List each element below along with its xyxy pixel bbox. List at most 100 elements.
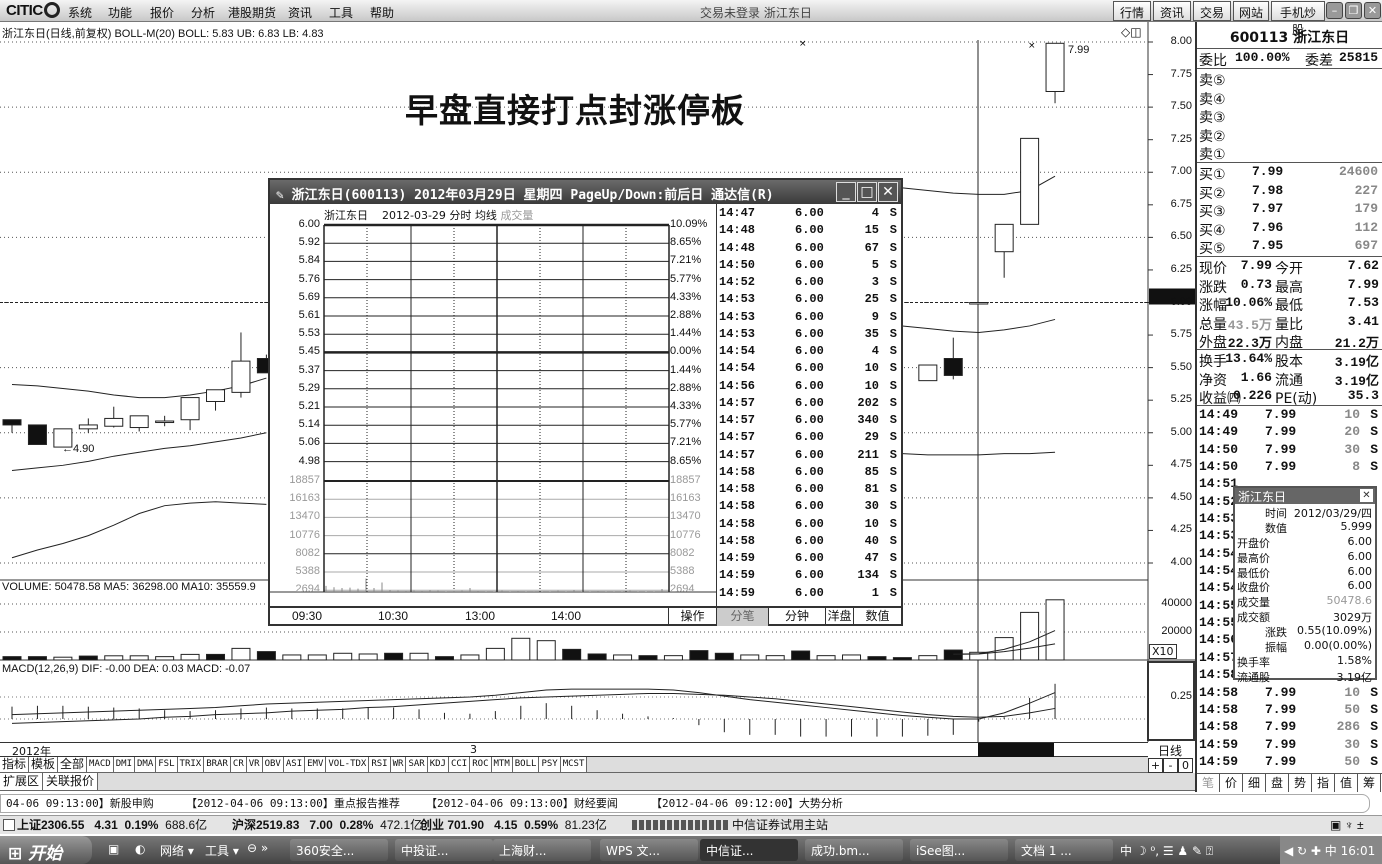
news-item[interactable]: 【2012-04-06 09:12:00】大势分析 bbox=[651, 797, 843, 810]
menu-item[interactable]: 港股期货 bbox=[228, 6, 277, 20]
taskbar-item[interactable]: WPS 文... bbox=[600, 839, 698, 861]
trade-list[interactable]: 14:49 7.99 10 S 14:49 7.99 20 S 14:50 7.99 30 S 14:5… bbox=[1197, 406, 1382, 770]
popup-title-bar[interactable]: ✎ 浙江东日(600113) 2012年03月29日 星期四 PageUp/Do… bbox=[270, 180, 901, 204]
popup-tab[interactable]: 操作 bbox=[668, 608, 716, 626]
quote-tab[interactable]: 笔 bbox=[1197, 774, 1220, 792]
taskbar-item[interactable]: 360安全... bbox=[290, 839, 388, 861]
index-cy[interactable]: 创业 701.90 4.15 0.59% 81.23亿 bbox=[420, 818, 607, 832]
indicator-tab[interactable]: 全部 bbox=[58, 757, 88, 772]
network-menu[interactable]: 网络 ▾ bbox=[160, 844, 194, 858]
quote-tab[interactable]: 盘 bbox=[1266, 774, 1289, 792]
quote-tab[interactable]: 价 bbox=[1220, 774, 1243, 792]
tools-menu[interactable]: 工具 ▾ bbox=[205, 844, 239, 858]
indicator-tab[interactable]: ASI bbox=[283, 757, 306, 772]
indicator-tab[interactable]: KDJ bbox=[427, 757, 449, 772]
sell-row[interactable]: 卖② bbox=[1199, 128, 1226, 145]
chart-settings-icon[interactable]: ◇◫ bbox=[1121, 25, 1142, 39]
indicator-tab[interactable]: VR bbox=[246, 757, 263, 772]
news-item[interactable]: 【2012-04-06 09:13:00】财经要闻 bbox=[426, 797, 618, 810]
close-icon[interactable]: ✕ bbox=[1364, 2, 1381, 19]
popup-close-icon[interactable]: ✕ bbox=[878, 182, 898, 202]
popup-tab[interactable]: 分笔 bbox=[716, 608, 768, 626]
indicator-tab[interactable]: VOL-TDX bbox=[326, 757, 370, 772]
buy-row[interactable]: 买⑤ 7.95 697 bbox=[1199, 238, 1378, 258]
taskbar-item[interactable]: 文档 1 ... bbox=[1015, 839, 1113, 861]
top-button[interactable]: 交易 bbox=[1193, 1, 1231, 21]
indicator-tab[interactable]: 模板 bbox=[29, 757, 59, 772]
index-sh[interactable]: 上证2306.55 4.31 0.19% 688.6亿 bbox=[17, 818, 208, 832]
sell-row[interactable]: 卖⑤ bbox=[1199, 73, 1226, 89]
tooltip-close-icon[interactable]: ✕ bbox=[1360, 489, 1373, 502]
browser-icon[interactable]: ◐ bbox=[135, 842, 146, 856]
buy-row[interactable]: 买① 7.99 24600 bbox=[1199, 164, 1378, 183]
popup-maximize-icon[interactable]: □ bbox=[857, 182, 877, 202]
top-button[interactable]: 手机炒股 bbox=[1271, 1, 1325, 37]
ie-icon[interactable]: ⊖ » bbox=[247, 841, 269, 855]
buy-row[interactable]: 买② 7.98 227 bbox=[1199, 182, 1378, 202]
sell-row[interactable]: 卖④ bbox=[1199, 91, 1226, 108]
extension-tab[interactable]: 扩展区 bbox=[0, 773, 44, 790]
sell-row[interactable]: 卖① bbox=[1199, 147, 1226, 164]
zoom-button[interactable]: + bbox=[1148, 758, 1163, 773]
taskbar-item[interactable]: 中信证... bbox=[700, 839, 798, 861]
indicator-tab[interactable]: OBV bbox=[262, 757, 284, 772]
buy-row[interactable]: 买③ 7.97 179 bbox=[1199, 201, 1378, 221]
indicator-tab[interactable]: PSY bbox=[539, 757, 561, 772]
zoom-button[interactable]: - bbox=[1163, 758, 1178, 773]
taskbar-item[interactable]: 中投证... bbox=[395, 839, 493, 861]
restore-icon[interactable]: ❐ bbox=[1345, 2, 1362, 19]
indicator-tab[interactable]: 指标 bbox=[0, 757, 30, 772]
popup-minimize-icon[interactable]: _ bbox=[836, 182, 856, 202]
menu-item[interactable]: 帮助 bbox=[370, 6, 395, 20]
indicator-tab[interactable]: MCST bbox=[560, 757, 588, 772]
indicator-tab[interactable]: SAR bbox=[406, 757, 428, 772]
indicator-tab[interactable]: WR bbox=[390, 757, 407, 772]
news-item[interactable]: 【2012-04-06 09:13:00】重点报告推荐 bbox=[186, 797, 400, 810]
indicator-tab[interactable]: BRAR bbox=[204, 757, 231, 772]
top-button[interactable]: 行情 bbox=[1113, 1, 1151, 21]
status-toggle-icon[interactable] bbox=[3, 819, 15, 831]
indicator-tab[interactable]: TRIX bbox=[177, 757, 205, 772]
popup-tab[interactable]: 分钟 bbox=[768, 608, 825, 626]
indicator-tab[interactable]: FSL bbox=[156, 757, 178, 772]
indicator-tab[interactable]: CR bbox=[230, 757, 247, 772]
menu-item[interactable]: 资讯 bbox=[288, 6, 313, 20]
desktop-icon[interactable]: ▣ bbox=[108, 842, 120, 856]
popup-tab[interactable]: 数值 bbox=[853, 608, 901, 626]
menu-item[interactable]: 工具 bbox=[329, 6, 354, 20]
indicator-tab[interactable]: ROC bbox=[470, 757, 492, 772]
top-button[interactable]: 网站 bbox=[1233, 1, 1269, 21]
indicator-tab[interactable]: EMV bbox=[305, 757, 327, 772]
taskbar-item[interactable]: 上海财... bbox=[493, 839, 591, 861]
indicator-tab[interactable]: MTM bbox=[491, 757, 513, 772]
quote-tab[interactable]: 筹 bbox=[1358, 774, 1381, 792]
top-button[interactable]: 资讯 bbox=[1153, 1, 1191, 21]
quote-tab[interactable]: 势 bbox=[1289, 774, 1312, 792]
indicator-tab[interactable]: BOLL bbox=[512, 757, 540, 772]
sell-row[interactable]: 卖③ bbox=[1199, 110, 1226, 127]
indicator-tab[interactable]: DMA bbox=[135, 757, 157, 772]
quote-tab[interactable]: 指 bbox=[1312, 774, 1335, 792]
taskbar-item[interactable]: iSee图... bbox=[910, 839, 1008, 861]
extension-tab[interactable]: 关联报价 bbox=[43, 773, 99, 790]
minimize-icon[interactable]: – bbox=[1326, 2, 1343, 19]
menu-item[interactable]: 分析 bbox=[191, 6, 216, 20]
start-button[interactable]: ⊞ 开始 bbox=[0, 836, 92, 864]
kline-chart[interactable]: × × bbox=[0, 0, 1195, 742]
menu-item[interactable]: 报价 bbox=[150, 6, 175, 20]
indicator-tab[interactable]: MACD bbox=[87, 757, 114, 772]
news-item[interactable]: 04-06 09:13:00】新股申购 bbox=[6, 797, 154, 810]
zoom-button[interactable]: 0 bbox=[1178, 758, 1193, 773]
indicator-tab[interactable]: DMI bbox=[113, 757, 135, 772]
quote-tab[interactable]: 细 bbox=[1243, 774, 1266, 792]
menu-item[interactable]: 系统 bbox=[68, 6, 93, 20]
popup-tab[interactable]: 洋盘 bbox=[825, 608, 853, 626]
quote-tab[interactable]: 值 bbox=[1335, 774, 1358, 792]
indicator-tab[interactable]: CCI bbox=[448, 757, 471, 772]
indicator-tab[interactable]: RSI bbox=[369, 757, 391, 772]
index-hs[interactable]: 沪深2519.83 7.00 0.28% 472.1亿 bbox=[232, 818, 423, 832]
buy-row[interactable]: 买④ 7.96 112 bbox=[1199, 219, 1378, 239]
menu-item[interactable]: 功能 bbox=[108, 6, 133, 20]
news-ticker[interactable]: 04-06 09:13:00】新股申购 【2012-04-06 09:13:00】… bbox=[0, 794, 1370, 813]
taskbar-item[interactable]: 成功.bm... bbox=[805, 839, 903, 861]
